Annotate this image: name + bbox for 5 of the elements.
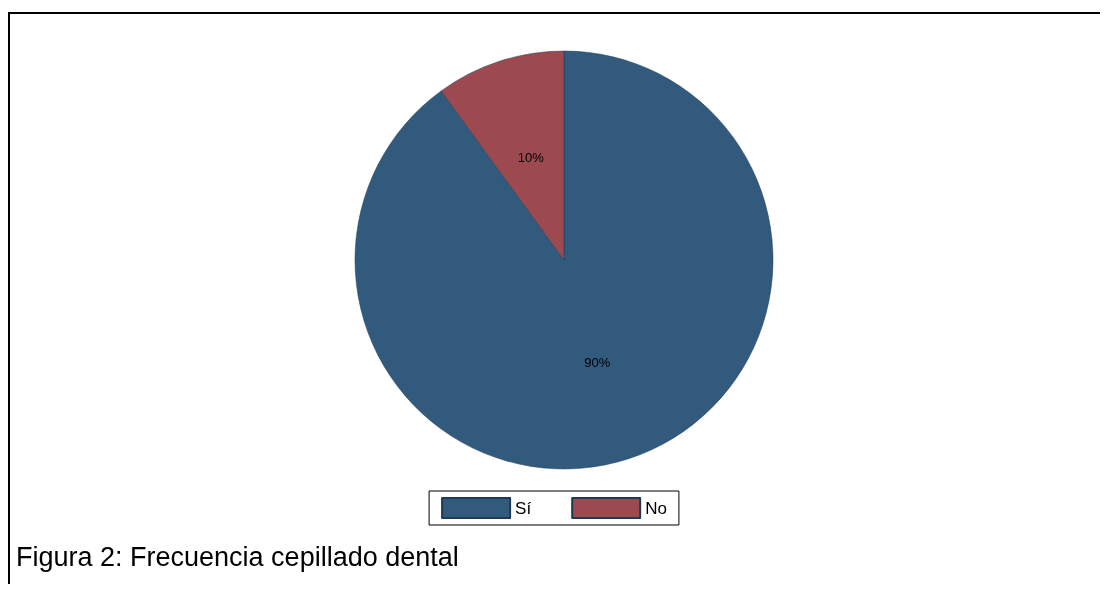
text: Figura 2: Frecuencia cepillado dental bbox=[16, 541, 459, 572]
data-label: 90% bbox=[584, 354, 611, 370]
legend-label: Sí bbox=[515, 498, 532, 518]
data-label: 10% bbox=[517, 150, 545, 166]
legend-label: No bbox=[645, 498, 667, 518]
